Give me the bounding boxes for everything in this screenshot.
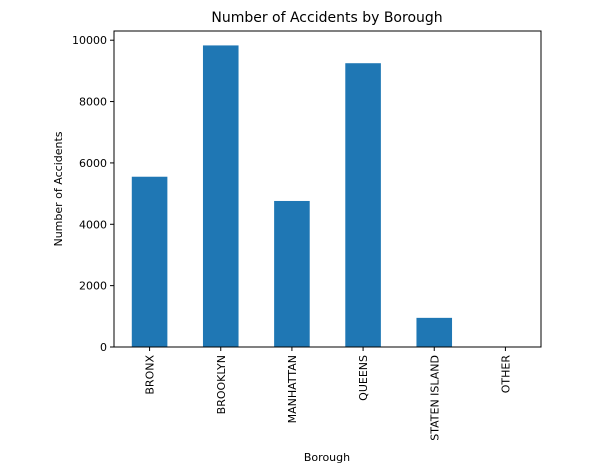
x-tick-label: STATEN ISLAND <box>428 355 441 441</box>
bar-manhattan <box>274 200 310 347</box>
bar-bronx <box>131 176 168 347</box>
y-tick-label: 0 <box>100 341 107 354</box>
x-tick-label: OTHER <box>499 355 512 394</box>
bar-brooklyn <box>202 45 239 347</box>
x-axis-label: Borough <box>304 451 350 464</box>
x-tick-label: BROOKLYN <box>215 355 228 414</box>
y-axis-label: Number of Accidents <box>52 131 65 246</box>
x-tick-label: BRONX <box>144 355 157 395</box>
plot-area: BRONX BROOKLYN MANHATTAN QUEENS STATEN ISLAN… <box>72 34 512 441</box>
bar-staten-island <box>416 317 453 347</box>
chart-title: Number of Accidents by Borough <box>211 10 442 26</box>
y-tick-label: 10000 <box>72 34 107 47</box>
x-tick-label: MANHATTAN <box>286 355 299 423</box>
plot-frame <box>113 30 542 348</box>
bar-queens <box>345 63 381 347</box>
x-tick-label: QUEENS <box>357 355 370 401</box>
y-tick-label: 6000 <box>79 157 107 170</box>
y-tick-label: 2000 <box>79 280 107 293</box>
y-tick-label: 8000 <box>79 96 107 109</box>
y-tick-label: 4000 <box>79 218 107 231</box>
